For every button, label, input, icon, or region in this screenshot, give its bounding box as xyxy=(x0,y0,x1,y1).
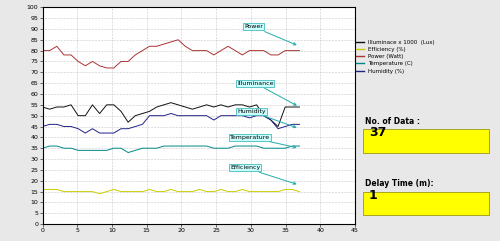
Text: Humidity: Humidity xyxy=(237,109,296,128)
Text: Efficiency: Efficiency xyxy=(230,165,296,184)
Text: 1: 1 xyxy=(369,189,378,202)
Text: Temperature: Temperature xyxy=(230,135,296,148)
Legend: Illuminace x 1000  (Lux), Efficiency (%), Power (Watt), Temperature (C), Humidit: Illuminace x 1000 (Lux), Efficiency (%),… xyxy=(354,37,437,76)
Text: 37: 37 xyxy=(369,127,386,140)
FancyBboxPatch shape xyxy=(363,192,488,215)
Text: Illuminance: Illuminance xyxy=(237,81,296,105)
FancyBboxPatch shape xyxy=(363,129,488,153)
Text: No. of Data :: No. of Data : xyxy=(364,117,420,126)
Text: Delay Time (m):: Delay Time (m): xyxy=(364,179,433,187)
Text: Power: Power xyxy=(244,24,296,45)
